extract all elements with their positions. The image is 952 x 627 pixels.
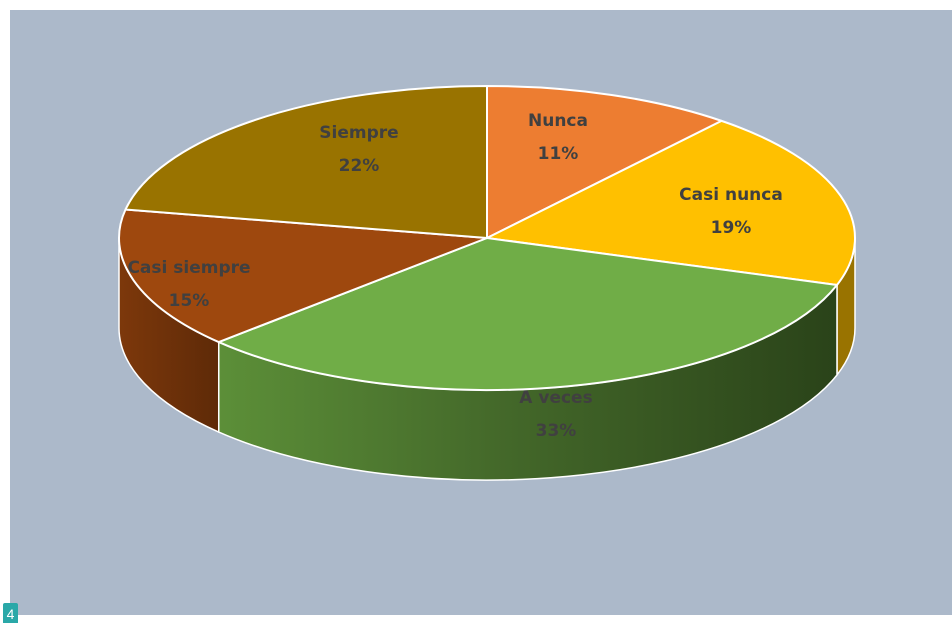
pie-slice-a-veces [217,237,838,391]
pie-slice-siempre [124,85,488,239]
slice-label-nunca: Nunca [528,111,588,131]
slice-percent-siempre: 22% [339,156,380,176]
page-number-badge: 4 [3,603,18,623]
slice-percent-a-veces: 33% [536,421,577,441]
slice-percent-casi-nunca: 19% [711,218,752,238]
slice-label-a-veces: A veces [519,388,592,408]
slice-label-casi-siempre: Casi siempre [127,258,250,278]
slice-percent-nunca: 11% [538,144,579,164]
pie-chart: Nunca 11% Casi nunca 19% A veces 33% Casi siem… [118,85,856,481]
chart-area: Nunca 11% Casi nunca 19% A veces 33% Casi siem… [10,10,952,615]
pie-slice-nunca [486,85,723,239]
pie-slice-casi-nunca [486,119,856,286]
slice-label-siempre: Siempre [319,123,398,143]
slice-percent-casi-siempre: 15% [169,291,210,311]
pie-slice-casi-siempre [118,208,488,344]
slice-label-casi-nunca: Casi nunca [679,185,783,205]
